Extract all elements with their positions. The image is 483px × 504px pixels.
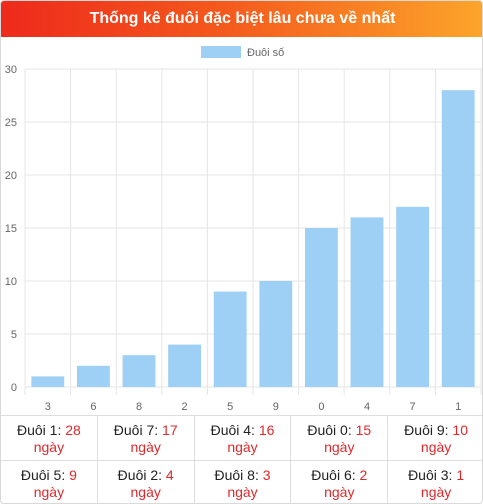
stat-label: Đuôi 4: xyxy=(210,422,255,438)
x-tick-label: 6 xyxy=(90,401,96,413)
stat-cell: Đuôi 8: 3 ngày xyxy=(195,461,292,503)
stat-unit: ngày xyxy=(130,439,161,455)
stat-cell: Đuôi 5: 9 ngày xyxy=(1,461,98,503)
bar xyxy=(396,206,430,387)
stat-unit: ngày xyxy=(227,439,258,455)
stat-cell: Đuôi 6: 2 ngày xyxy=(291,461,389,503)
y-tick-label: 10 xyxy=(5,276,17,288)
stat-cell: Đuôi 9: 10 ngày xyxy=(388,416,482,460)
stat-label: Đuôi 0: xyxy=(307,422,352,438)
x-tick-label: 2 xyxy=(182,401,188,413)
bar xyxy=(350,217,384,387)
stat-label: Đuôi 3: xyxy=(408,467,453,483)
stat-cell: Đuôi 7: 17 ngày xyxy=(98,416,195,460)
stat-value: 2 xyxy=(359,467,368,483)
stat-value: 15 xyxy=(355,422,372,438)
stat-cell: Đuôi 3: 1 ngày xyxy=(388,461,482,503)
stat-cell: Đuôi 4: 16 ngày xyxy=(195,416,292,460)
stat-cell: Đuôi 2: 4 ngày xyxy=(98,461,195,503)
x-tick-label: 1 xyxy=(455,401,461,413)
stats-row: Đuôi 1: 28 ngày Đuôi 7: 17 ngày Đuôi 4: … xyxy=(1,415,482,460)
bar xyxy=(76,365,110,387)
page-title: Thống kê đuôi đặc biệt lâu chưa về nhất xyxy=(1,1,482,37)
stat-label: Đuôi 9: xyxy=(404,422,449,438)
stat-label: Đuôi 6: xyxy=(311,467,356,483)
y-tick-label: 20 xyxy=(5,170,17,182)
y-tick-label: 15 xyxy=(5,223,17,235)
x-tick-label: 9 xyxy=(273,401,279,413)
y-tick-label: 0 xyxy=(11,382,17,394)
stat-value: 1 xyxy=(456,467,465,483)
stat-unit: ngày xyxy=(420,439,452,455)
stats-table: Đuôi 1: 28 ngày Đuôi 7: 17 ngày Đuôi 4: … xyxy=(1,415,482,503)
stat-value: 10 xyxy=(452,422,468,438)
legend-swatch xyxy=(201,46,241,58)
stat-unit: ngày xyxy=(33,439,65,455)
x-tick-label: 7 xyxy=(410,401,416,413)
legend-label: Đuôi số xyxy=(247,47,284,59)
stat-unit: ngày xyxy=(324,484,355,500)
stat-unit: ngày xyxy=(33,484,65,500)
y-tick-label: 5 xyxy=(11,329,17,341)
stat-value: 9 xyxy=(69,467,77,483)
stat-value: 28 xyxy=(65,422,81,438)
x-tick-label: 3 xyxy=(45,401,51,413)
stat-cell: Đuôi 0: 15 ngày xyxy=(291,416,389,460)
x-tick-label: 8 xyxy=(136,401,142,413)
y-tick-label: 30 xyxy=(5,64,17,76)
stat-value: 17 xyxy=(162,422,178,438)
stat-unit: ngày xyxy=(130,484,161,500)
bar xyxy=(31,376,65,387)
x-tick-label: 0 xyxy=(318,401,324,413)
bar xyxy=(122,355,156,387)
stat-label: Đuôi 1: xyxy=(16,422,62,438)
bar xyxy=(441,90,475,387)
stat-unit: ngày xyxy=(227,484,258,500)
stat-label: Đuôi 2: xyxy=(117,467,163,483)
stat-label: Đuôi 7: xyxy=(113,422,159,438)
stat-label: Đuôi 5: xyxy=(20,467,66,483)
stat-value: 3 xyxy=(262,467,271,483)
stat-cell: Đuôi 1: 28 ngày xyxy=(1,416,98,460)
stat-value: 16 xyxy=(258,422,275,438)
bar xyxy=(304,228,338,387)
stat-value: 4 xyxy=(165,467,174,483)
stat-unit: ngày xyxy=(324,439,355,455)
bar xyxy=(213,291,247,387)
stats-row: Đuôi 5: 9 ngày Đuôi 2: 4 ngày Đuôi 8: 3 … xyxy=(1,460,482,503)
y-tick-label: 25 xyxy=(5,117,17,129)
bar xyxy=(168,344,202,387)
x-tick-label: 5 xyxy=(227,401,233,413)
stat-unit: ngày xyxy=(420,484,452,500)
bar xyxy=(259,281,293,387)
x-tick-label: 4 xyxy=(364,401,370,413)
stat-label: Đuôi 8: xyxy=(214,467,259,483)
